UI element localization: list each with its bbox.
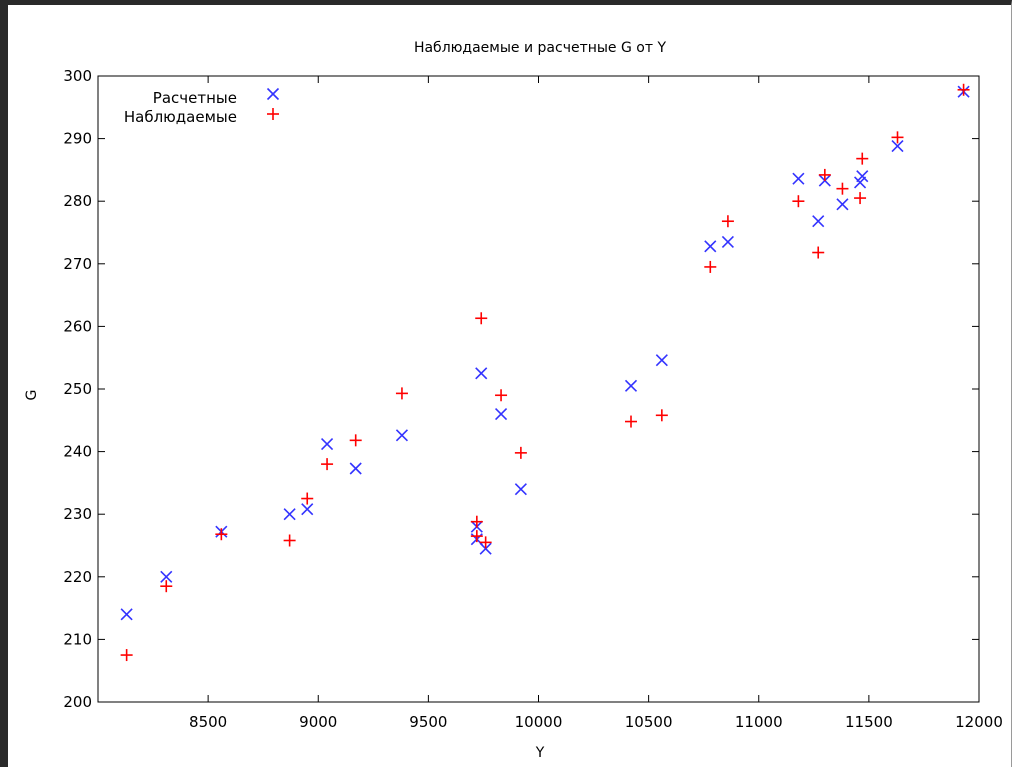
- obs-point: [704, 260, 717, 273]
- obs-point: [625, 415, 638, 428]
- obs-point: [856, 152, 869, 165]
- axis-ticks: [98, 75, 980, 703]
- obs-point: [957, 83, 970, 96]
- calc-point: [812, 215, 825, 228]
- obs-point: [283, 534, 296, 547]
- y-tick-label: 230: [63, 505, 92, 523]
- plot-area: [97, 75, 980, 703]
- legend-marker-calc-glyph: [266, 87, 280, 101]
- data-points: [120, 83, 970, 662]
- calc-point: [856, 170, 869, 183]
- y-tick-label: 300: [63, 67, 92, 85]
- y-tick-labels: 200 210 220 230 240 250 260 270 280 290 300: [63, 67, 92, 711]
- x-axis-title: Y: [535, 745, 545, 761]
- calc-point: [395, 429, 409, 442]
- x-tick-label: 11000: [735, 713, 783, 731]
- obs-point: [495, 389, 508, 402]
- y-tick-label: 270: [63, 255, 92, 273]
- obs-point: [160, 580, 173, 593]
- calc-point: [479, 542, 492, 555]
- x-tick-label: 10500: [625, 713, 673, 731]
- obs-point: [395, 387, 408, 400]
- obs-point: [321, 458, 334, 471]
- obs-point: [215, 528, 228, 541]
- obs-point: [854, 192, 867, 205]
- legend-marker-calc: [266, 87, 280, 101]
- calc-point: [792, 172, 805, 185]
- y-tick-label: 200: [63, 693, 92, 711]
- obs-point: [301, 492, 314, 505]
- obs-point: [721, 215, 734, 228]
- calc-point: [704, 240, 717, 253]
- obs-point: [349, 434, 362, 447]
- y-tick-label: 240: [63, 443, 92, 461]
- obs-point: [470, 515, 483, 528]
- y-tick-label: 280: [63, 192, 92, 210]
- obs-point: [818, 168, 831, 181]
- legend-marker-obs: [267, 108, 279, 120]
- x-tick-labels: 8500 9000 9500 10000 10500 11000 11500 12000: [189, 713, 1003, 731]
- calc-point: [514, 483, 527, 496]
- legend: Расчетные Наблюдаемые: [124, 87, 280, 126]
- obs-point: [120, 649, 133, 662]
- x-tick-label: 11500: [845, 713, 893, 731]
- y-tick-label: 220: [63, 568, 92, 586]
- calc-point: [624, 379, 638, 392]
- x-tick-label: 12000: [955, 713, 1003, 731]
- y-tick-label: 210: [63, 630, 92, 648]
- legend-marker-obs-glyph: [267, 108, 279, 120]
- x-tick-label: 9000: [299, 713, 337, 731]
- calc-point: [283, 508, 296, 521]
- y-tick-label: 290: [63, 130, 92, 148]
- obs-point: [655, 409, 668, 422]
- x-tick-label: 9500: [409, 713, 447, 731]
- obs-point: [836, 182, 849, 195]
- calc-point: [301, 503, 314, 516]
- calc-point: [320, 438, 334, 451]
- obs-point: [479, 536, 492, 549]
- calc-point: [120, 608, 133, 621]
- calc-point: [721, 235, 734, 248]
- obs-point: [891, 131, 904, 144]
- y-tick-label: 260: [63, 317, 92, 335]
- x-tick-label: 8500: [189, 713, 227, 731]
- obs-point: [475, 312, 488, 325]
- calc-point: [494, 407, 508, 421]
- calc-point: [160, 570, 173, 583]
- obs-point: [514, 446, 527, 459]
- calc-point: [349, 462, 362, 475]
- calc-point: [475, 367, 488, 380]
- y-tick-label: 250: [63, 380, 92, 398]
- calc-point: [836, 198, 849, 211]
- calc-point: [655, 354, 668, 367]
- x-tick-label: 10000: [515, 713, 563, 731]
- obs-point: [792, 195, 805, 208]
- obs-point: [470, 530, 483, 543]
- chart-title: Наблюдаемые и расчетные G от Y: [414, 40, 667, 56]
- obs-point: [812, 246, 825, 259]
- legend-label-obs: Наблюдаемые: [124, 108, 237, 126]
- legend-label-calc: Расчетные: [153, 89, 237, 107]
- calc-point: [891, 140, 904, 153]
- y-axis-title: G: [24, 390, 40, 401]
